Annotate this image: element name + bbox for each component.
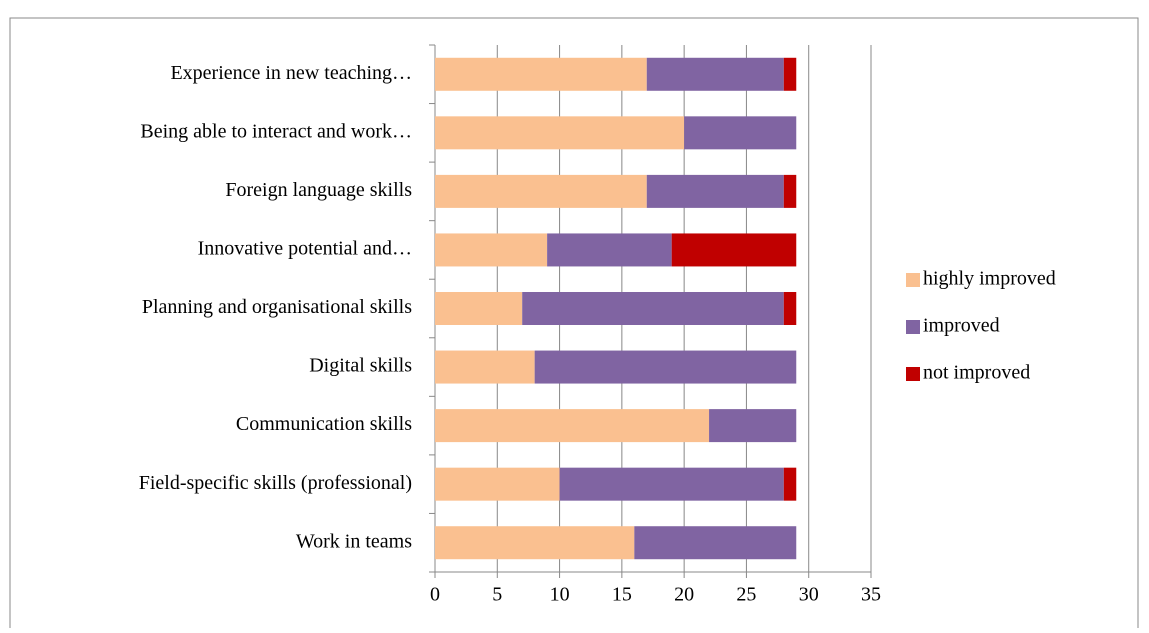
bar-segment xyxy=(783,292,797,325)
x-tick-label: 35 xyxy=(861,584,881,606)
bar-segment xyxy=(547,233,672,267)
bar-segment xyxy=(646,57,784,91)
y-tick-label: Experience in new teaching… xyxy=(170,62,412,84)
bar-segment xyxy=(671,233,797,267)
y-tick-label: Communication skills xyxy=(236,413,412,435)
x-tick-label: 10 xyxy=(550,584,570,606)
y-tick-label: Field-specific skills (professional) xyxy=(139,472,412,494)
x-tick-label: 5 xyxy=(492,584,502,606)
y-tick-label: Digital skills xyxy=(309,355,412,377)
x-tick-label: 20 xyxy=(674,584,694,606)
bar-segment xyxy=(783,174,797,208)
bar-segment xyxy=(522,292,784,325)
bar-segment xyxy=(783,467,797,501)
bar-segment xyxy=(435,116,685,150)
legend-label: highly improved xyxy=(923,268,1056,290)
y-tick-label: Planning and organisational skills xyxy=(142,296,412,318)
bar-segment xyxy=(709,409,797,443)
bar-segment xyxy=(435,526,635,560)
legend-swatch xyxy=(906,320,920,334)
bar-segment xyxy=(435,174,647,208)
x-tick-label: 30 xyxy=(799,584,819,606)
bar-segment xyxy=(435,350,535,384)
legend-swatch xyxy=(906,367,920,381)
bar-segment xyxy=(534,350,797,384)
x-tick-label: 15 xyxy=(612,584,632,606)
bar-segment xyxy=(435,409,710,443)
y-tick-label: Foreign language skills xyxy=(225,179,412,201)
bar-segment xyxy=(634,526,797,560)
bar-segment xyxy=(559,467,784,501)
bar-segment xyxy=(435,57,647,91)
bar-segment xyxy=(435,467,560,501)
y-tick-label: Work in teams xyxy=(296,530,412,552)
y-tick-label: Being able to interact and work… xyxy=(140,120,412,142)
x-tick-label: 25 xyxy=(736,584,756,606)
legend-label: not improved xyxy=(923,362,1030,384)
y-tick-label: Innovative potential and… xyxy=(198,238,412,260)
legend-swatch xyxy=(906,273,920,287)
bar-segment xyxy=(435,233,548,267)
bar-segment xyxy=(435,292,523,325)
bar-segment xyxy=(783,57,797,91)
bar-segment xyxy=(646,174,784,208)
x-tick-label: 0 xyxy=(430,584,440,606)
bar-segment xyxy=(684,116,797,150)
legend-label: improved xyxy=(923,315,1000,337)
